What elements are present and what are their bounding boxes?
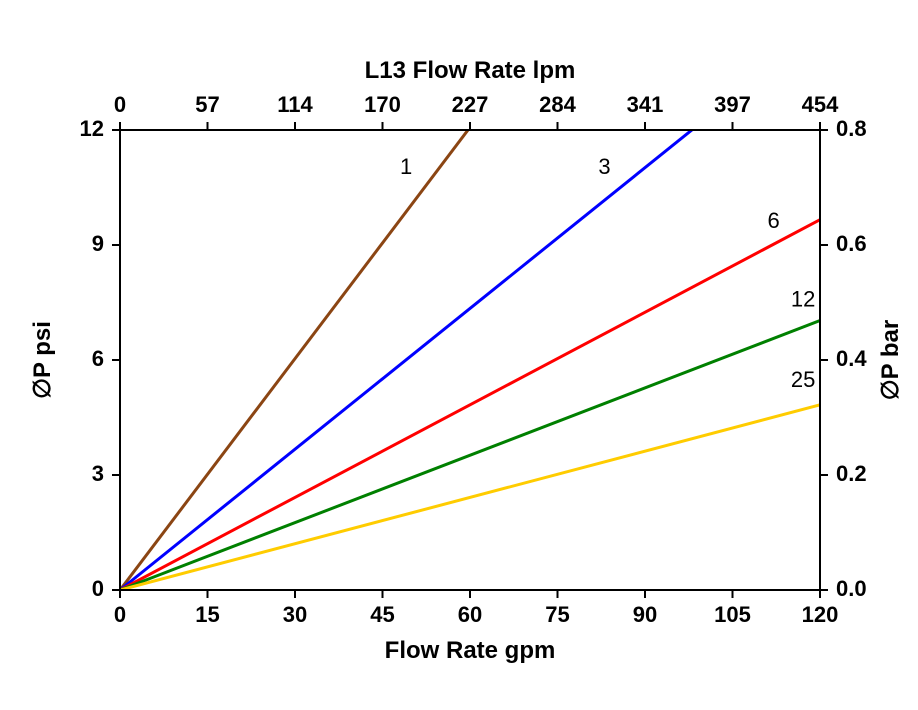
x-top-tick-label: 170: [364, 92, 401, 117]
x-bottom-tick-label: 15: [195, 602, 219, 627]
y-left-tick-label: 6: [92, 346, 104, 371]
x-bottom-tick-label: 90: [633, 602, 657, 627]
x-top-tick-label: 397: [714, 92, 751, 117]
x-top-tick-label: 454: [802, 92, 839, 117]
flow-rate-chart: 13612250153045607590105120Flow Rate gpm0…: [0, 0, 918, 710]
y-left-tick-label: 3: [92, 461, 104, 486]
x-top-tick-label: 114: [277, 92, 313, 117]
x-top-tick-label: 284: [539, 92, 576, 117]
series-label: 12: [791, 286, 815, 311]
y-left-tick-label: 9: [92, 231, 104, 256]
x-top-tick-label: 227: [452, 92, 489, 117]
x-bottom-tick-label: 105: [714, 602, 751, 627]
y-right-tick-label: 0.2: [836, 461, 867, 486]
x-bottom-tick-label: 45: [370, 602, 394, 627]
y-right-tick-label: 0.0: [836, 576, 867, 601]
y-right-tick-label: 0.6: [836, 231, 867, 256]
series-label: 1: [400, 154, 412, 179]
x-bottom-tick-label: 60: [458, 602, 482, 627]
series-label: 6: [768, 208, 780, 233]
series-label: 3: [598, 154, 610, 179]
x-bottom-tick-label: 75: [545, 602, 569, 627]
y-left-title: ∅P psi: [29, 321, 56, 399]
y-left-tick-label: 12: [80, 116, 104, 141]
x-bottom-tick-label: 30: [283, 602, 307, 627]
chart-svg: 13612250153045607590105120Flow Rate gpm0…: [0, 0, 918, 710]
y-right-tick-label: 0.4: [836, 346, 867, 371]
x-top-tick-label: 0: [114, 92, 126, 117]
y-right-tick-label: 0.8: [836, 116, 867, 141]
series-label: 25: [791, 367, 815, 392]
x-top-tick-label: 57: [195, 92, 219, 117]
y-right-title: ∅P bar: [877, 320, 904, 401]
x-bottom-tick-label: 120: [802, 602, 839, 627]
x-bottom-title: Flow Rate gpm: [385, 637, 556, 664]
x-top-tick-label: 341: [627, 92, 664, 117]
x-top-title: L13 Flow Rate lpm: [365, 57, 576, 84]
x-bottom-tick-label: 0: [114, 602, 126, 627]
y-left-tick-label: 0: [92, 576, 104, 601]
